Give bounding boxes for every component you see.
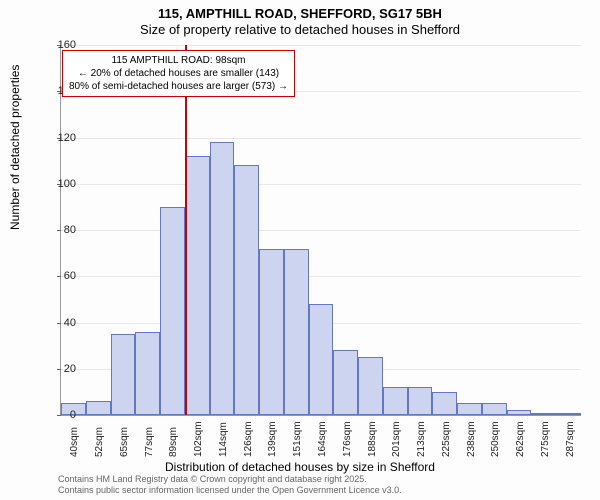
xtick-label: 114sqm	[218, 422, 229, 457]
gridline	[61, 184, 581, 185]
histogram-bar	[210, 142, 235, 415]
histogram-bar	[531, 413, 556, 415]
xtick-label: 176sqm	[342, 421, 353, 457]
chart-title-main: 115, AMPTHILL ROAD, SHEFFORD, SG17 5BH	[0, 0, 600, 21]
xtick-label: 188sqm	[367, 421, 378, 457]
xtick-label: 213sqm	[416, 421, 427, 457]
y-axis-label: Number of detached properties	[8, 65, 22, 230]
histogram-bar	[135, 332, 160, 415]
ytick-label: 120	[46, 132, 76, 144]
xtick-label: 225sqm	[441, 421, 452, 457]
histogram-bar	[408, 387, 433, 415]
ytick-label: 100	[46, 178, 76, 190]
histogram-bar	[457, 403, 482, 415]
xtick-label: 40sqm	[69, 427, 80, 457]
annotation-line: ← 20% of detached houses are smaller (14…	[69, 67, 288, 80]
xtick-label: 102sqm	[193, 421, 204, 457]
histogram-bar	[284, 249, 309, 416]
footer-line-2: Contains public sector information licen…	[58, 485, 402, 496]
histogram-bar	[482, 403, 507, 415]
plot-area	[60, 45, 581, 416]
annotation-line: 115 AMPTHILL ROAD: 98sqm	[69, 54, 288, 67]
chart-title-sub: Size of property relative to detached ho…	[0, 22, 600, 37]
xtick-label: 151sqm	[292, 421, 303, 457]
histogram-bar	[507, 410, 532, 415]
histogram-bar	[358, 357, 383, 415]
ytick-label: 60	[46, 270, 76, 282]
histogram-bar	[160, 207, 185, 415]
property-marker-line	[185, 45, 187, 415]
xtick-label: 139sqm	[267, 421, 278, 457]
footer-attribution: Contains HM Land Registry data © Crown c…	[58, 474, 402, 496]
histogram-bar	[86, 401, 111, 415]
xtick-label: 77sqm	[144, 427, 155, 457]
gridline	[61, 138, 581, 139]
chart-container: 115, AMPTHILL ROAD, SHEFFORD, SG17 5BH S…	[0, 0, 600, 500]
ytick-label: 0	[46, 409, 76, 421]
xtick-label: 126sqm	[243, 421, 254, 457]
xtick-label: 201sqm	[391, 421, 402, 457]
xtick-label: 287sqm	[565, 421, 576, 457]
xtick-label: 262sqm	[515, 421, 526, 457]
ytick-label: 80	[46, 224, 76, 236]
x-axis-label: Distribution of detached houses by size …	[0, 460, 600, 474]
xtick-label: 164sqm	[317, 421, 328, 457]
footer-line-1: Contains HM Land Registry data © Crown c…	[58, 474, 402, 485]
histogram-bar	[432, 392, 457, 415]
xtick-label: 250sqm	[490, 421, 501, 457]
histogram-bar	[185, 156, 210, 415]
xtick-label: 275sqm	[540, 421, 551, 457]
xtick-label: 65sqm	[119, 427, 130, 457]
gridline	[61, 230, 581, 231]
histogram-bar	[309, 304, 334, 415]
gridline	[61, 45, 581, 46]
xtick-label: 52sqm	[94, 427, 105, 457]
histogram-bar	[556, 413, 581, 415]
ytick-label: 20	[46, 363, 76, 375]
histogram-bar	[259, 249, 284, 416]
histogram-bar	[333, 350, 358, 415]
ytick-label: 40	[46, 317, 76, 329]
annotation-line: 80% of semi-detached houses are larger (…	[69, 80, 288, 93]
histogram-bar	[383, 387, 408, 415]
annotation-box: 115 AMPTHILL ROAD: 98sqm← 20% of detache…	[62, 50, 295, 97]
xtick-label: 89sqm	[168, 427, 179, 457]
gridline	[61, 276, 581, 277]
histogram-bar	[234, 165, 259, 415]
histogram-bar	[111, 334, 136, 415]
xtick-label: 238sqm	[466, 421, 477, 457]
